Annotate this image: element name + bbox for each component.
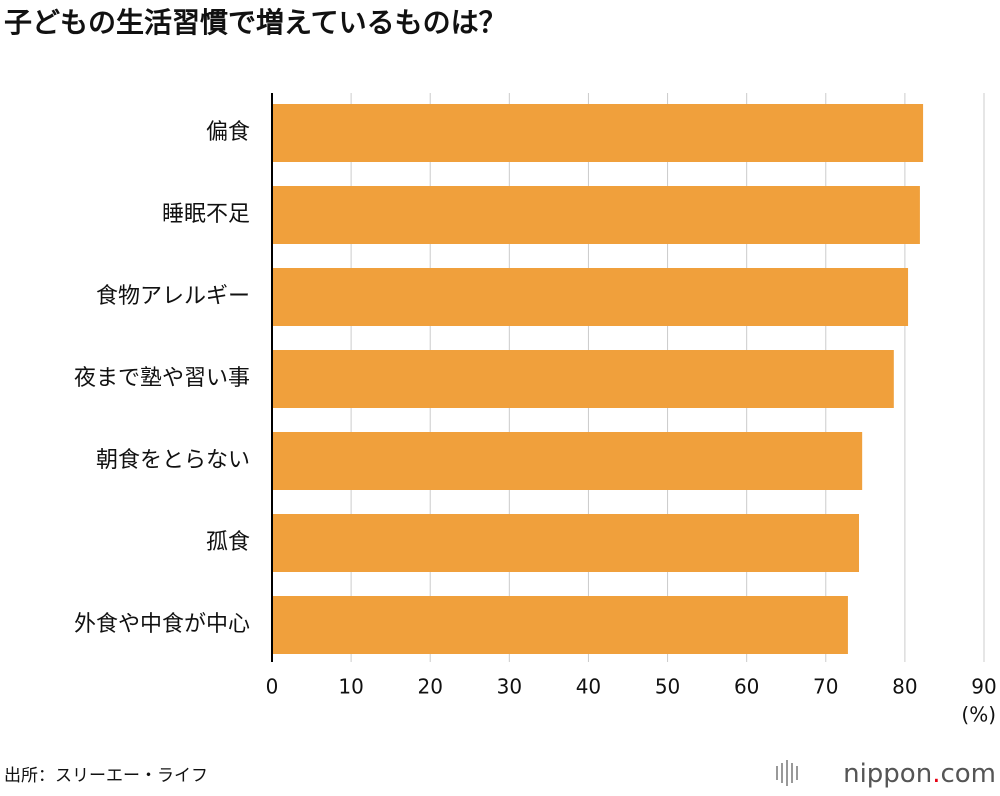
y-tick-label: 孤食	[206, 530, 250, 555]
y-tick-label: 睡眠不足	[162, 202, 250, 227]
y-tick-label: 偏食	[206, 120, 250, 145]
x-tick-label: 80	[892, 675, 917, 699]
bar	[272, 104, 924, 162]
logo-dot: .	[932, 759, 940, 789]
y-tick-label: 朝食をとらない	[96, 448, 250, 473]
x-tick-label: 30	[497, 675, 522, 699]
bar	[272, 350, 894, 408]
logo-domain: com	[940, 759, 996, 789]
x-tick-label: 90	[971, 675, 996, 699]
bar	[272, 268, 909, 326]
x-tick-label: 40	[576, 675, 601, 699]
y-tick-label: 食物アレルギー	[96, 284, 250, 309]
x-tick-label: 50	[655, 675, 680, 699]
y-tick-label: 外食や中食が中心	[74, 612, 250, 637]
bar	[272, 432, 863, 490]
bar	[272, 186, 920, 244]
source: 出所：スリーエー・ライフ	[4, 766, 208, 786]
chart-title: 子どもの生活習慣で増えているものは？	[4, 6, 507, 39]
x-tick-label: 0	[266, 675, 279, 699]
logo: nippon.com	[843, 759, 996, 789]
x-tick-label: 20	[417, 675, 442, 699]
x-tick-label: 70	[813, 675, 838, 699]
logo-icon	[776, 760, 798, 786]
logo-name: nippon	[843, 759, 932, 789]
bar	[272, 514, 860, 572]
x-tick-label: 10	[338, 675, 363, 699]
bar	[272, 596, 848, 654]
x-tick-label: 60	[734, 675, 759, 699]
y-tick-label: 夜まで塾や習い事	[74, 366, 250, 391]
x-unit: (%)	[961, 703, 996, 727]
